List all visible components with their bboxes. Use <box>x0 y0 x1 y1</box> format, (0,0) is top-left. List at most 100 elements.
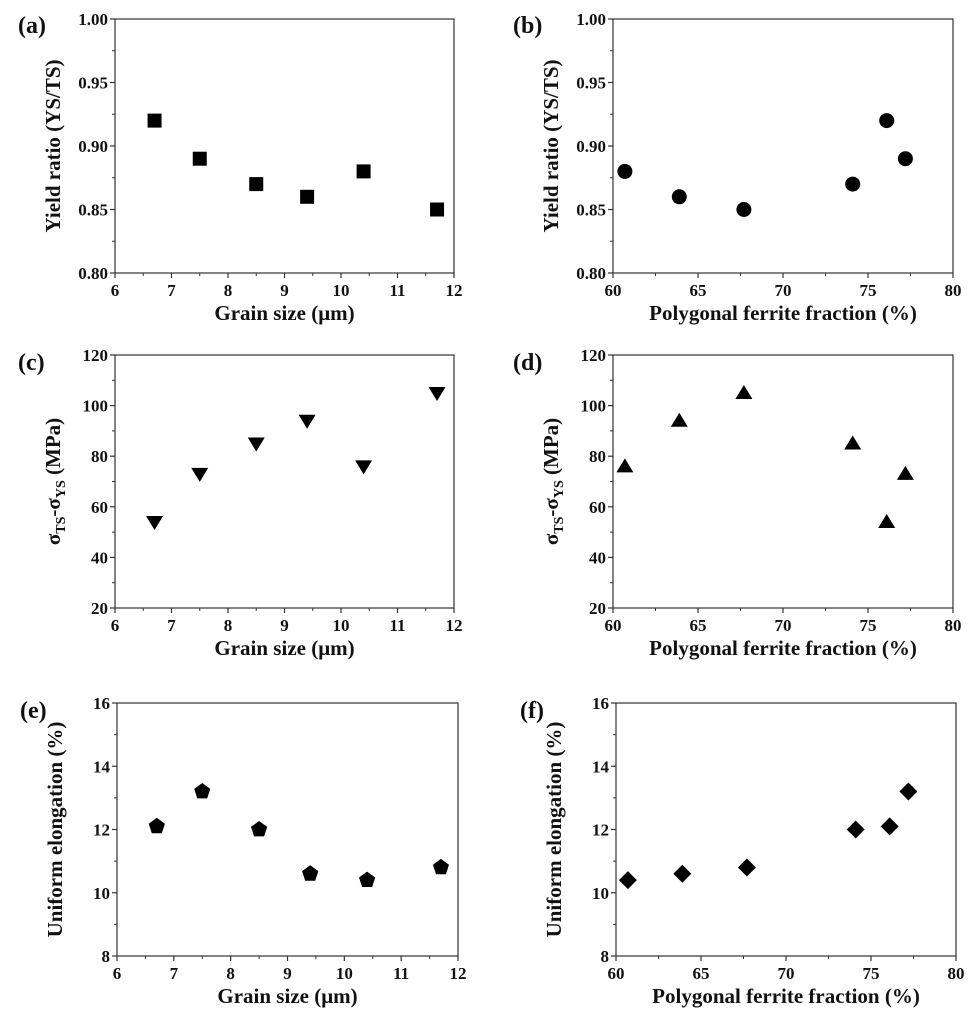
x-tick-label: 8 <box>226 964 235 983</box>
x-tick-label: 80 <box>948 964 965 983</box>
data-point <box>897 151 913 167</box>
y-tick-label: 40 <box>589 548 606 567</box>
data-point <box>618 871 637 890</box>
y-tick-label: 0.85 <box>576 201 606 220</box>
x-tick-label: 70 <box>775 616 792 635</box>
y-tick-label: 120 <box>83 346 109 365</box>
data-point <box>300 189 315 204</box>
y-tick-label: 120 <box>581 346 607 365</box>
y-tick-label: 20 <box>589 599 606 618</box>
y-tick-label: 16 <box>93 694 110 713</box>
plot-frame <box>615 702 957 957</box>
y-tick-label: 8 <box>102 947 111 966</box>
x-tick-label: 12 <box>446 616 463 635</box>
y-axis-label: Yield ratio (YS/TS) <box>41 59 65 232</box>
panel-b: (b) 60 65 70 75 80 0.80 0.85 0.90 0.95 1.00 Polygon… <box>513 10 962 325</box>
x-tick-label: 60 <box>608 964 625 983</box>
y-label-dash: - <box>539 510 563 517</box>
data-point <box>844 435 862 450</box>
data-point <box>428 386 446 401</box>
plot-frame <box>612 18 954 274</box>
data-point <box>896 465 914 480</box>
y-tick-label: 0.95 <box>78 74 108 93</box>
x-tick-label: 10 <box>333 281 350 300</box>
y-tick-label: 1.00 <box>78 10 108 29</box>
x-tick-label: 80 <box>945 281 962 300</box>
panel-d: (d) 60 65 70 75 80 20 40 60 80 100 120 Polygonal fer… <box>513 346 962 660</box>
y-axis-label: σTS-σYS (MPa) <box>41 418 69 545</box>
y-tick-label: 40 <box>91 548 108 567</box>
x-tick-label: 12 <box>450 964 467 983</box>
data-point <box>430 202 445 217</box>
panel-label: (d) <box>513 350 542 376</box>
x-tick-label: 9 <box>280 616 289 635</box>
y-tick-label: 16 <box>592 694 609 713</box>
panel-label: (e) <box>20 698 47 724</box>
y-tick-label: 12 <box>93 821 110 840</box>
data-point <box>247 437 265 452</box>
y-axis-label: Yield ratio (YS/TS) <box>539 59 563 232</box>
y-axis-label: σTS-σYS (MPa) <box>539 418 567 545</box>
x-tick-label: 10 <box>336 964 353 983</box>
y-tick-label: 10 <box>93 884 110 903</box>
x-tick-label: 7 <box>167 281 176 300</box>
y-tick-label: 12 <box>592 821 609 840</box>
y-tick-label: 80 <box>589 447 606 466</box>
x-tick-label: 9 <box>283 964 292 983</box>
y-label-dash: - <box>41 510 65 517</box>
y-tick-label: 0.95 <box>576 74 606 93</box>
y-tick-label: 0.90 <box>78 137 108 156</box>
x-tick-label: 6 <box>113 964 122 983</box>
x-axis-label: Polygonal ferrite fraction (%) <box>652 984 920 1008</box>
data-point <box>617 163 633 179</box>
data-point <box>671 189 687 205</box>
y-label-unit: (MPa) <box>539 418 563 480</box>
x-tick-label: 11 <box>393 964 409 983</box>
x-tick-label: 11 <box>389 281 405 300</box>
panel-label: (a) <box>18 13 46 39</box>
y-tick-label: 0.90 <box>576 137 606 156</box>
panel-label: (f) <box>520 698 544 724</box>
x-tick-label: 6 <box>111 616 120 635</box>
y-label-sigma: σ <box>41 498 65 510</box>
x-tick-label: 10 <box>333 616 350 635</box>
y-tick-label: 100 <box>581 397 607 416</box>
data-point <box>899 782 918 801</box>
panel-f: (f) 60 65 70 75 80 8 10 12 14 16 Polygonal ferrite … <box>520 694 965 1008</box>
plot-frame <box>114 18 455 274</box>
x-tick-label: 75 <box>860 616 877 635</box>
y-tick-label: 60 <box>91 498 108 517</box>
data-point <box>737 858 756 877</box>
data-point <box>302 865 319 881</box>
x-tick-label: 60 <box>605 616 622 635</box>
data-point <box>673 864 692 883</box>
plot-frame <box>612 354 954 609</box>
x-tick-label: 7 <box>170 964 179 983</box>
x-axis-label: Grain size (μm) <box>214 636 354 660</box>
x-axis-label: Grain size (μm) <box>217 984 357 1008</box>
data-point <box>432 858 449 875</box>
data-point <box>146 515 164 530</box>
x-tick-label: 60 <box>605 281 622 300</box>
data-point <box>616 458 634 473</box>
panel-label: (b) <box>513 13 542 39</box>
data-point <box>192 151 207 166</box>
y-axis-label: Uniform elongation (%) <box>542 722 566 938</box>
panel-e: (e) 6 7 8 9 10 11 12 8 10 12 14 16 Grain size (μm) Uni… <box>20 694 467 1008</box>
x-tick-label: 12 <box>446 281 463 300</box>
y-label-subscript: TS <box>552 516 567 533</box>
x-tick-label: 8 <box>224 616 233 635</box>
plot-frame <box>116 702 459 957</box>
data-point <box>846 820 865 839</box>
y-tick-label: 14 <box>592 757 610 776</box>
data-point <box>147 113 162 128</box>
data-point <box>879 113 895 129</box>
x-tick-label: 70 <box>778 964 795 983</box>
panel-label: (c) <box>18 350 45 376</box>
y-axis-label: Uniform elongation (%) <box>43 722 67 938</box>
x-tick-label: 65 <box>690 616 707 635</box>
y-tick-label: 1.00 <box>576 10 606 29</box>
y-label-sigma: σ <box>539 498 563 510</box>
y-tick-label: 0.80 <box>78 264 108 283</box>
